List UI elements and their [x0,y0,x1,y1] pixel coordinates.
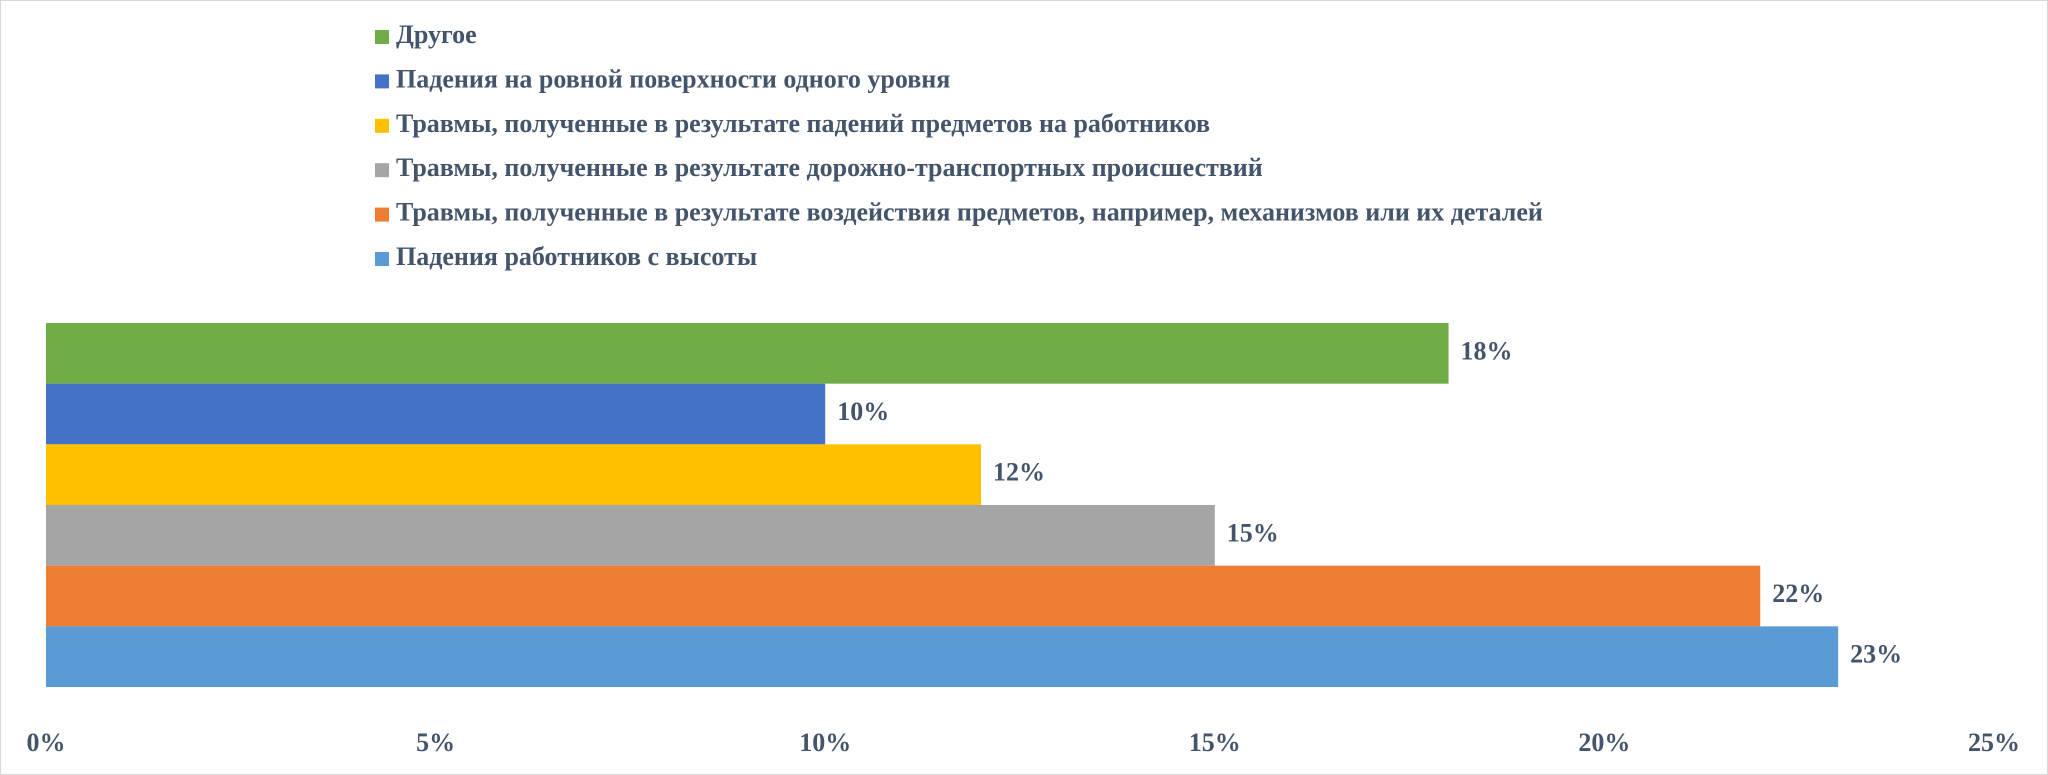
data-label: 12% [993,458,1045,487]
legend-swatch [375,163,389,178]
bar [46,383,826,445]
legend-label: Травмы, полученные в результате падений … [396,109,1210,138]
legend-label: Травмы, полученные в результате дорожно-… [396,153,1263,182]
bar [46,565,1761,627]
data-label: 15% [1227,518,1279,547]
x-tick-label: 0% [27,728,66,757]
bar [46,323,1449,384]
legend-swatch [375,252,389,266]
x-tick-label: 15% [1189,728,1241,757]
x-tick-label: 5% [416,728,455,757]
data-label: 10% [837,397,889,426]
x-tick-label: 25% [1968,728,2020,757]
bar [46,505,1215,566]
data-label: 23% [1850,640,1902,669]
legend-label: Другое [396,20,477,49]
data-label: 22% [1772,579,1824,608]
legend-label: Падения на ровной поверхности одного уро… [396,64,950,93]
legend-label: Травмы, полученные в результате воздейст… [396,198,1543,227]
x-tick-label: 20% [1578,728,1630,757]
x-tick-label: 10% [799,728,851,757]
bar [46,444,982,505]
legend-swatch [375,30,389,44]
data-label: 18% [1461,336,1513,365]
legend-label: Падения работников с высоты [396,242,757,271]
bar [46,626,1839,687]
legend-swatch [375,74,389,89]
legend-swatch [375,207,389,222]
legend-swatch [375,118,389,133]
